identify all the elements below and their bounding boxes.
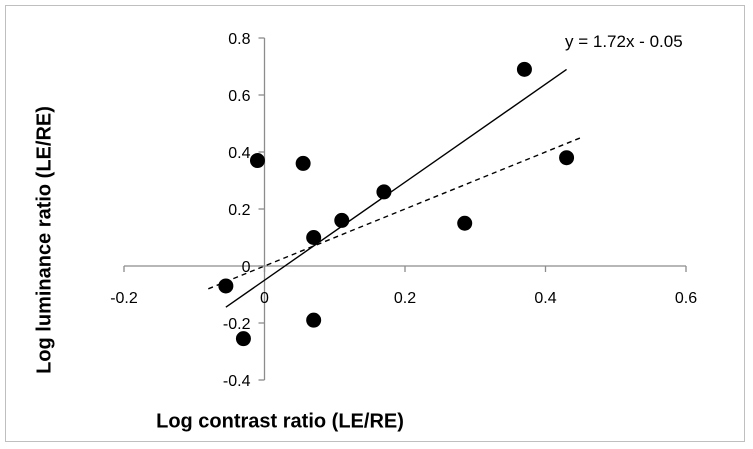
y-tick-label: 0.6 (228, 88, 250, 105)
x-tick-label: 0.2 (394, 290, 416, 307)
reference-line (208, 137, 581, 290)
data-point (295, 155, 311, 171)
y-tick-label: 0 (242, 259, 251, 276)
y-tick-label: -0.2 (223, 316, 251, 333)
data-point (306, 230, 322, 245)
x-tick-label: 0 (260, 290, 269, 307)
data-point (559, 150, 575, 166)
x-tick-label: 0.6 (675, 290, 697, 307)
y-tick-label: 0.4 (228, 145, 250, 162)
y-tick-label: 0.2 (228, 202, 250, 219)
x-tick-label: -0.2 (110, 290, 138, 307)
data-point (218, 278, 234, 294)
fit-line (225, 68, 567, 308)
data-point (235, 331, 251, 347)
y-tick-label: 0.8 (228, 31, 250, 48)
data-point (306, 312, 322, 328)
trendline-equation: y = 1.72x - 0.05 (565, 32, 683, 51)
data-point (249, 153, 265, 169)
data-point (457, 215, 473, 231)
x-tick-label: 0.4 (534, 290, 556, 307)
y-tick-label: -0.4 (223, 373, 251, 390)
y-axis-title: Log luminance ratio (LE/RE) (33, 106, 56, 374)
x-axis-title: Log contrast ratio (LE/RE) (156, 410, 404, 433)
chart-frame (5, 5, 745, 442)
data-point (516, 61, 532, 77)
data-point (334, 212, 350, 228)
data-point (376, 184, 392, 200)
